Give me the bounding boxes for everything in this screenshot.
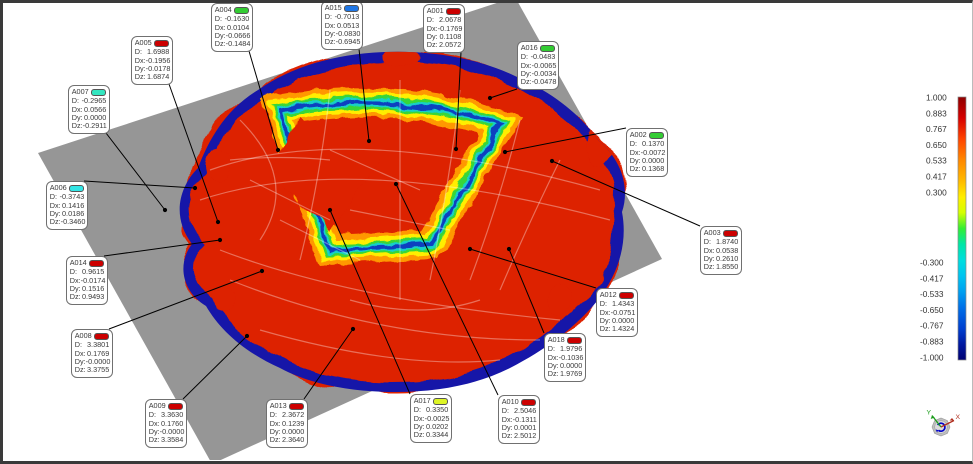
svg-text:Y: Y [927,410,932,417]
svg-text:X: X [956,414,961,421]
